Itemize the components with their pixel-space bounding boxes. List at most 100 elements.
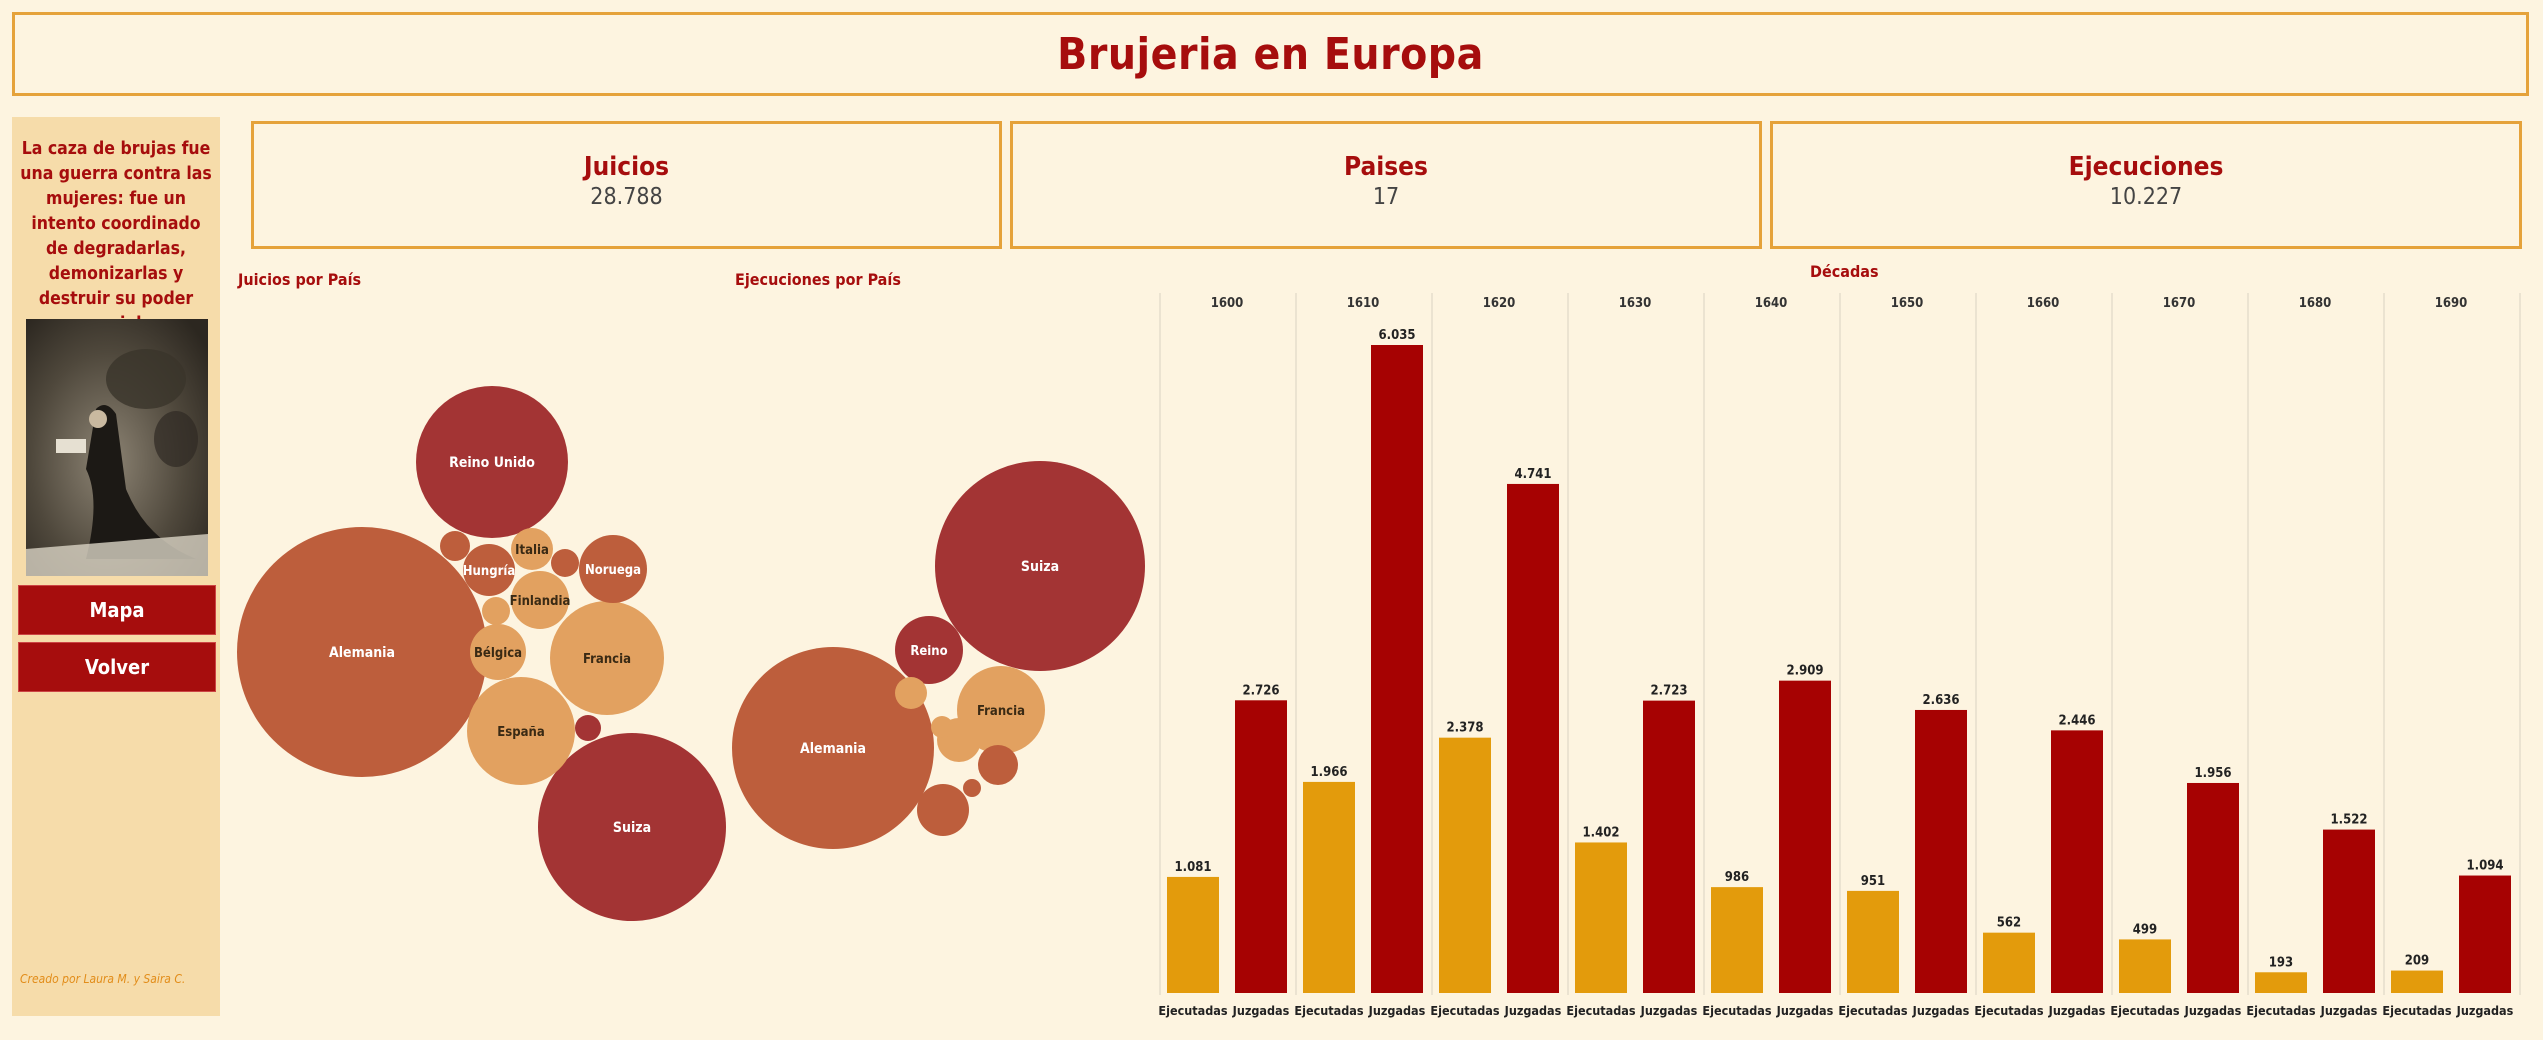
bar-ejecutadas-1680[interactable]: [2255, 972, 2307, 993]
dashboard-title-box: Brujeria en Europa: [12, 12, 2529, 96]
bar-value-juzgadas-1690: 1.094: [2467, 859, 2504, 874]
bar-juzgadas-1610[interactable]: [1371, 345, 1423, 993]
bar-juzgadas-1690[interactable]: [2459, 875, 2511, 993]
bar-ejecutadas-1690[interactable]: [2391, 970, 2443, 993]
bubble-belgica[interactable]: [470, 624, 526, 680]
bubble-espana[interactable]: [467, 677, 575, 785]
bar-ejecutadas-1630[interactable]: [1575, 842, 1627, 993]
bar-ejecutadas-1650[interactable]: [1847, 890, 1899, 993]
bar-value-ejecutadas-1610: 1.966: [1311, 765, 1348, 780]
bar-value-ejecutadas-1670: 499: [2133, 922, 2157, 937]
kpi-paises-label: Paises: [1344, 152, 1428, 182]
bar-ejecutadas-1600[interactable]: [1167, 876, 1219, 993]
ejecuciones-bubble-chart: Suiza Alemania Reino Francia: [732, 461, 1145, 849]
decadas-chart-title: Décadas: [1810, 262, 1879, 281]
bubble-label-alemania: Alemania: [800, 741, 866, 757]
bubble-francia[interactable]: [550, 601, 664, 715]
bubble-unlabeled-8[interactable]: [931, 716, 953, 738]
bubble-unlabeled-12[interactable]: [482, 597, 510, 625]
bubble-unlabeled-13[interactable]: [575, 715, 601, 741]
bar-category-juzgadas-1660: Juzgadas: [2048, 1003, 2106, 1018]
bar-value-ejecutadas-1600: 1.081: [1175, 860, 1212, 875]
dashboard-title: Brujeria en Europa: [1057, 28, 1484, 80]
bar-category-ejecutadas-1650: Ejecutadas: [1838, 1003, 1907, 1018]
decadas-bar-chart: 1600 1.081 Ejecutadas 2.726 Juzgadas 1610 1.96…: [1158, 293, 2521, 1018]
bar-value-juzgadas-1650: 2.636: [1923, 693, 1960, 708]
volver-button[interactable]: Volver: [18, 642, 216, 692]
bar-ejecutadas-1610[interactable]: [1303, 781, 1355, 993]
bubble-label-francia: Francia: [977, 704, 1025, 719]
juicios-bubble-chart: Alemania Reino Unido Suiza Francia España Nor…: [237, 386, 726, 921]
bubble-alemania[interactable]: [237, 527, 487, 777]
kpi-ejecuciones-label: Ejecuciones: [2068, 152, 2224, 182]
decade-header-1600: 1600: [1211, 296, 1244, 311]
bubble-label-alemania: Alemania: [329, 645, 395, 661]
decade-header-1630: 1630: [1619, 296, 1652, 311]
bar-ejecutadas-1660[interactable]: [1983, 932, 2035, 993]
decade-header-1640: 1640: [1755, 296, 1788, 311]
bubble-label-noruega: Noruega: [585, 563, 641, 578]
bar-category-juzgadas-1600: Juzgadas: [1232, 1003, 1290, 1018]
bar-value-ejecutadas-1620: 2.378: [1447, 721, 1484, 736]
bar-category-juzgadas-1650: Juzgadas: [1912, 1003, 1970, 1018]
bar-ejecutadas-1670[interactable]: [2119, 939, 2171, 993]
bubble-label-espana: España: [497, 725, 544, 740]
bar-value-juzgadas-1680: 1.522: [2331, 813, 2368, 828]
bar-category-juzgadas-1620: Juzgadas: [1504, 1003, 1562, 1018]
credit-text: Creado por Laura M. y Saira C.: [20, 972, 186, 986]
bar-value-juzgadas-1600: 2.726: [1243, 683, 1280, 698]
bar-category-juzgadas-1680: Juzgadas: [2320, 1003, 2378, 1018]
bar-category-ejecutadas-1620: Ejecutadas: [1430, 1003, 1499, 1018]
bar-category-ejecutadas-1630: Ejecutadas: [1566, 1003, 1635, 1018]
bubble-unlabeled-9[interactable]: [963, 779, 981, 797]
bubble-reino[interactable]: [895, 616, 963, 684]
bubble-suiza[interactable]: [935, 461, 1145, 671]
bubble-noruega[interactable]: [579, 535, 647, 603]
bubble-unlabeled-11[interactable]: [551, 549, 579, 577]
bubble-finlandia[interactable]: [511, 571, 569, 629]
bubble-label-italia: Italia: [515, 543, 549, 558]
sidebar-quote: La caza de brujas fue una guerra contra …: [20, 139, 212, 334]
bubble-label-hungria: Hungría: [463, 564, 515, 579]
bar-category-ejecutadas-1640: Ejecutadas: [1702, 1003, 1771, 1018]
bar-category-ejecutadas-1690: Ejecutadas: [2382, 1003, 2451, 1018]
bar-juzgadas-1650[interactable]: [1915, 709, 1967, 993]
goya-painting-image: [26, 319, 208, 576]
bar-value-juzgadas-1620: 4.741: [1515, 467, 1552, 482]
bar-category-ejecutadas-1680: Ejecutadas: [2246, 1003, 2315, 1018]
bar-juzgadas-1680[interactable]: [2323, 829, 2375, 993]
bubble-label-suiza: Suiza: [613, 820, 651, 836]
kpi-paises-value: 17: [1372, 184, 1400, 210]
bubble-unlabeled-6[interactable]: [978, 745, 1018, 785]
bubble-hungria[interactable]: [463, 544, 515, 596]
bar-ejecutadas-1640[interactable]: [1711, 887, 1763, 993]
bubble-label-reino-unido: Reino Unido: [449, 455, 535, 471]
bubble-label-belgica: Bélgica: [474, 646, 522, 661]
bar-juzgadas-1630[interactable]: [1643, 700, 1695, 993]
bubble-alemania[interactable]: [732, 647, 934, 849]
ejecuciones-chart-title: Ejecuciones por País: [735, 270, 901, 289]
bar-juzgadas-1640[interactable]: [1779, 680, 1831, 993]
bar-juzgadas-1660[interactable]: [2051, 730, 2103, 993]
bubble-italia[interactable]: [511, 528, 553, 570]
bar-juzgadas-1620[interactable]: [1507, 483, 1559, 993]
bar-juzgadas-1600[interactable]: [1235, 700, 1287, 993]
kpi-ejecuciones-value: 10.227: [2109, 184, 2183, 210]
bubble-label-reino: Reino: [910, 644, 947, 659]
bar-ejecutadas-1620[interactable]: [1439, 737, 1491, 993]
bar-juzgadas-1670[interactable]: [2187, 782, 2239, 993]
kpi-juicios-value: 28.788: [590, 184, 663, 210]
bubble-unlabeled-5[interactable]: [895, 677, 927, 709]
bubble-suiza[interactable]: [538, 733, 726, 921]
bar-value-ejecutadas-1660: 562: [1997, 916, 2021, 931]
decade-header-1670: 1670: [2163, 296, 2196, 311]
decade-header-1680: 1680: [2299, 296, 2332, 311]
bubble-unlabeled-4[interactable]: [917, 784, 969, 836]
bubble-unlabeled-10[interactable]: [440, 531, 470, 561]
bubble-reino-unido[interactable]: [416, 386, 568, 538]
bar-category-juzgadas-1690: Juzgadas: [2456, 1003, 2514, 1018]
bar-category-juzgadas-1670: Juzgadas: [2184, 1003, 2242, 1018]
bar-value-ejecutadas-1680: 193: [2269, 955, 2293, 970]
bubble-label-finlandia: Finlandia: [510, 594, 571, 609]
mapa-button[interactable]: Mapa: [18, 585, 216, 635]
